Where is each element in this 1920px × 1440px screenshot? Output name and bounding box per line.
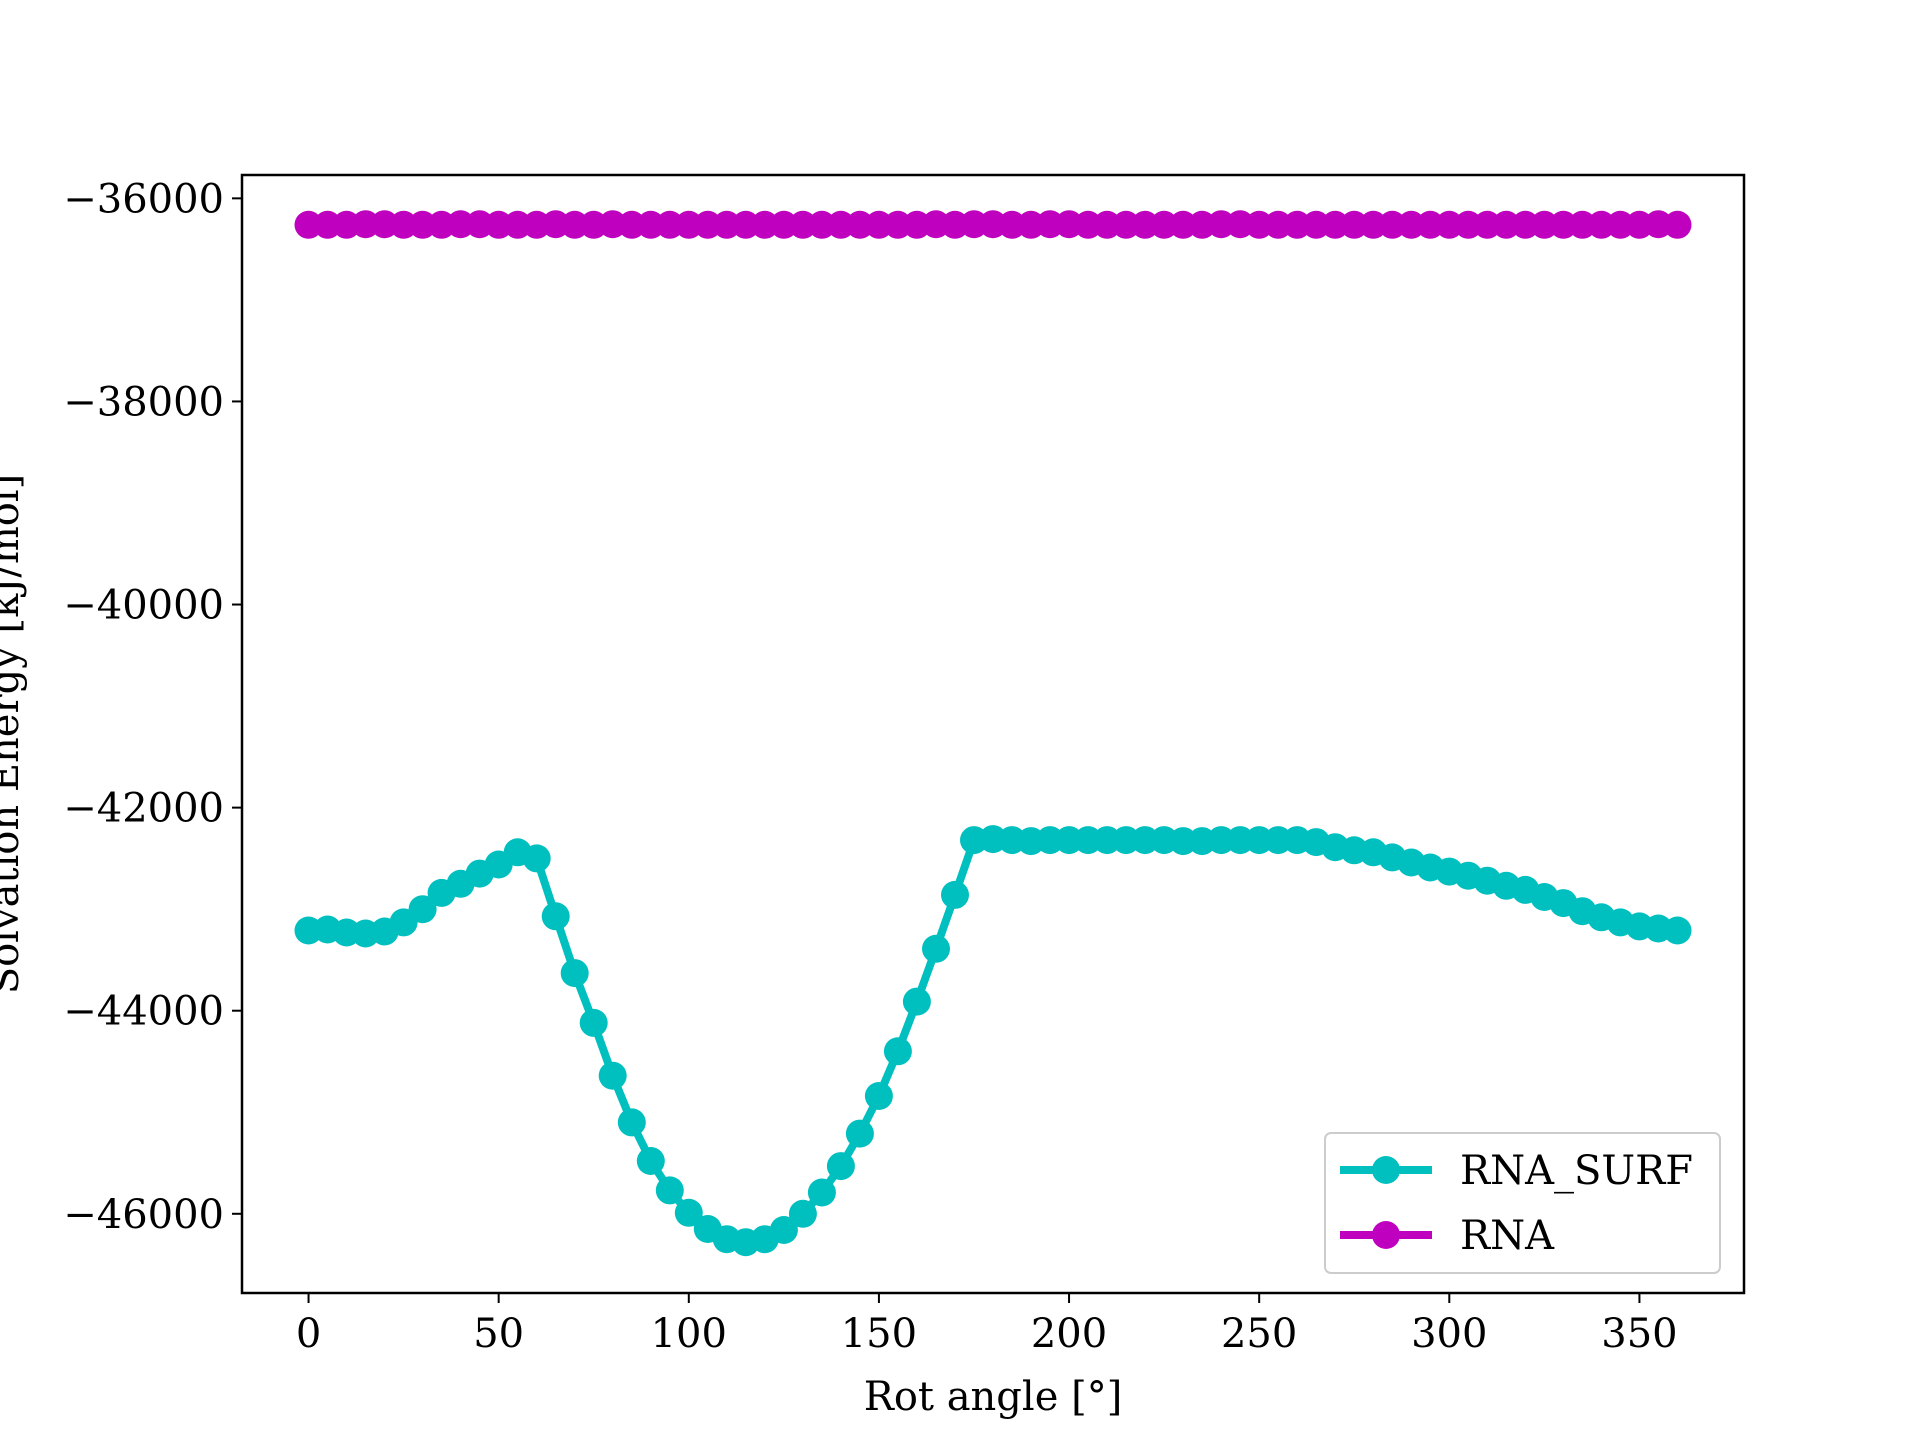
data-point-rna <box>1663 210 1692 239</box>
legend-marker-rna <box>1372 1221 1400 1249</box>
data-point-rna-surf <box>922 934 950 963</box>
x-tick-label: 300 <box>1411 1311 1487 1357</box>
legend: RNA_SURF RNA <box>1324 1132 1721 1274</box>
x-tick-label: 50 <box>473 1311 524 1357</box>
data-point-rna-surf <box>883 1037 912 1066</box>
y-axis: −36000 −38000 −40000 −42000 −44000 −46000 <box>63 176 242 1238</box>
data-point-rna-surf <box>617 1108 646 1137</box>
data-point-rna-surf <box>1663 916 1692 945</box>
legend-label-rna: RNA <box>1460 1213 1555 1259</box>
data-point-rna-surf <box>541 902 570 931</box>
x-axis-label: Rot angle [°] <box>864 1374 1123 1420</box>
y-tick-label: −40000 <box>63 583 224 629</box>
x-tick-label: 350 <box>1601 1311 1677 1357</box>
data-point-rna-surf <box>560 959 589 988</box>
data-point-rna-surf <box>655 1176 684 1205</box>
data-point-rna-surf <box>902 987 931 1016</box>
data-point-rna-surf <box>674 1198 703 1227</box>
data-point-rna-surf <box>807 1178 836 1207</box>
x-tick-label: 100 <box>651 1311 727 1357</box>
data-point-rna-surf <box>845 1119 874 1148</box>
legend-label-rna-surf: RNA_SURF <box>1460 1148 1693 1194</box>
y-tick-label: −38000 <box>63 379 224 425</box>
data-point-rna-surf <box>941 880 969 909</box>
data-point-rna-surf <box>408 895 437 924</box>
y-tick-label: −42000 <box>63 786 224 832</box>
data-point-rna-surf <box>579 1008 608 1037</box>
series-rna <box>294 210 1692 239</box>
data-point-rna-surf <box>788 1199 817 1228</box>
x-tick-label: 150 <box>841 1311 917 1357</box>
data-point-rna-surf <box>598 1061 627 1090</box>
x-tick-label: 200 <box>1031 1311 1107 1357</box>
data-point-rna-surf <box>522 844 551 873</box>
data-point-rna-surf <box>826 1152 855 1181</box>
legend-marker-rna-surf <box>1372 1156 1400 1184</box>
series-layer <box>294 210 1692 1257</box>
plot-frame <box>240 173 1746 1295</box>
x-tick-label: 250 <box>1221 1311 1297 1357</box>
data-point-rna-surf <box>636 1147 665 1175</box>
x-axis: 0 50 100 150 200 250 300 350 <box>296 1293 1678 1357</box>
series-rna-surf <box>294 825 1692 1257</box>
data-point-rna-surf <box>864 1082 893 1110</box>
y-tick-label: −44000 <box>63 989 224 1035</box>
y-tick-label: −46000 <box>63 1192 224 1238</box>
y-tick-label: −36000 <box>63 176 224 222</box>
data-point-rna-surf <box>769 1216 798 1244</box>
x-tick-label: 0 <box>296 1311 321 1357</box>
y-axis-label: Solvation Energy [kJ/mol] <box>0 474 28 995</box>
